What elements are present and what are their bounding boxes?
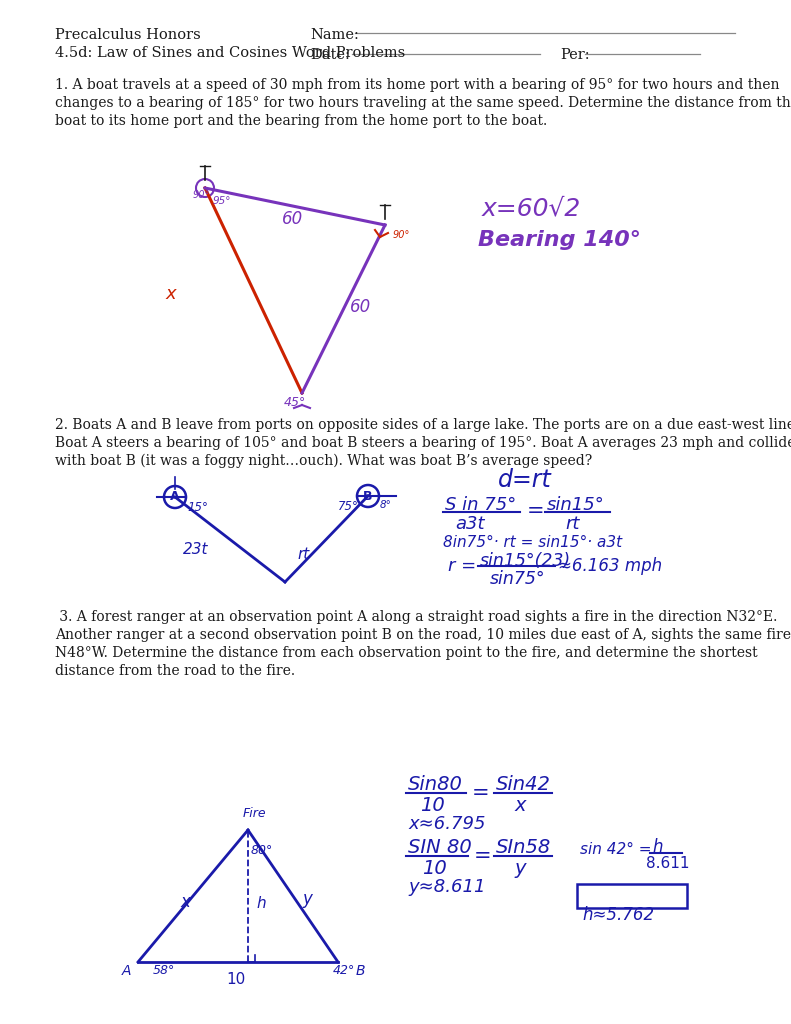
Text: 8°: 8° (380, 500, 392, 510)
Text: Per:: Per: (560, 48, 589, 62)
Text: x=60√2: x=60√2 (482, 196, 581, 220)
Text: h: h (652, 838, 663, 856)
Text: h≈5.762: h≈5.762 (582, 906, 654, 924)
Text: with boat B (it was a foggy night…ouch). What was boat B’s average speed?: with boat B (it was a foggy night…ouch).… (55, 454, 592, 468)
Text: =: = (474, 846, 492, 866)
Text: 42°: 42° (333, 964, 355, 977)
Text: =: = (472, 783, 490, 803)
Text: Precalculus Honors: Precalculus Honors (55, 28, 201, 42)
Text: y: y (302, 890, 312, 908)
Text: 80°: 80° (251, 844, 273, 857)
Text: r =: r = (448, 557, 476, 575)
Text: Another ranger at a second observation point B on the road, 10 miles due east of: Another ranger at a second observation p… (55, 628, 791, 642)
Text: d=rt: d=rt (498, 468, 552, 492)
Text: 58°: 58° (153, 964, 176, 977)
Text: Sin80: Sin80 (408, 775, 463, 794)
Text: x: x (514, 796, 525, 815)
Text: distance from the road to the fire.: distance from the road to the fire. (55, 664, 295, 678)
Text: 90°: 90° (193, 190, 210, 200)
Text: 8.611: 8.611 (646, 856, 690, 871)
Text: 15°: 15° (187, 501, 208, 514)
Text: 1. A boat travels at a speed of 30 mph from its home port with a bearing of 95° : 1. A boat travels at a speed of 30 mph f… (55, 78, 779, 92)
Text: sin75°: sin75° (490, 570, 546, 588)
Text: x≈6.795: x≈6.795 (408, 815, 486, 833)
Bar (577, 884, 687, 908)
Text: rt: rt (297, 547, 309, 562)
Text: Boat A steers a bearing of 105° and boat B steers a bearing of 195°. Boat A aver: Boat A steers a bearing of 105° and boat… (55, 436, 791, 450)
Text: 4.5d: Law of Sines and Cosines Word Problems: 4.5d: Law of Sines and Cosines Word Prob… (55, 46, 405, 60)
Text: 2. Boats A and B leave from ports on opposite sides of a large lake. The ports a: 2. Boats A and B leave from ports on opp… (55, 418, 791, 432)
Text: 95°: 95° (213, 196, 232, 206)
Text: 10: 10 (226, 972, 245, 987)
Text: x: x (165, 285, 176, 303)
Text: Bearing 140°: Bearing 140° (478, 230, 641, 250)
Text: rt: rt (565, 515, 579, 534)
Text: Fire: Fire (243, 807, 267, 820)
Text: Sin42: Sin42 (496, 775, 551, 794)
Text: 23t: 23t (183, 542, 209, 557)
Text: =: = (527, 501, 545, 521)
Text: N48°W. Determine the distance from each observation point to the fire, and deter: N48°W. Determine the distance from each … (55, 646, 758, 660)
Text: 75°: 75° (338, 500, 359, 513)
Text: 45°: 45° (284, 396, 306, 409)
Text: Name:: Name: (310, 28, 359, 42)
Text: 90°: 90° (393, 230, 411, 240)
Text: y: y (514, 859, 525, 878)
Text: a3t: a3t (455, 515, 485, 534)
Text: h: h (256, 896, 266, 911)
Text: B: B (356, 964, 365, 978)
Text: 10: 10 (422, 859, 447, 878)
Text: sin 42° =: sin 42° = (580, 842, 652, 857)
Text: A: A (122, 964, 131, 978)
Text: SIn58: SIn58 (496, 838, 551, 857)
Text: ≈6.163 mph: ≈6.163 mph (558, 557, 662, 575)
Text: boat to its home port and the bearing from the home port to the boat.: boat to its home port and the bearing fr… (55, 114, 547, 128)
Text: A: A (170, 490, 180, 504)
Text: 60: 60 (282, 210, 303, 228)
Text: 60: 60 (350, 298, 371, 316)
Text: sin15°(23): sin15°(23) (480, 552, 571, 570)
Text: x: x (180, 893, 190, 911)
Text: S in 75°: S in 75° (445, 496, 517, 514)
Text: SIN 80: SIN 80 (408, 838, 471, 857)
Text: sin15°: sin15° (547, 496, 605, 514)
Text: y≈8.611: y≈8.611 (408, 878, 486, 896)
Text: B: B (363, 489, 373, 503)
Text: 10: 10 (420, 796, 445, 815)
Text: changes to a bearing of 185° for two hours traveling at the same speed. Determin: changes to a bearing of 185° for two hou… (55, 96, 791, 110)
Text: Date:: Date: (310, 48, 350, 62)
Text: 3. A forest ranger at an observation point A along a straight road sights a fire: 3. A forest ranger at an observation poi… (55, 610, 778, 624)
Text: 8in75°· rt = sin15°· a3t: 8in75°· rt = sin15°· a3t (443, 535, 623, 550)
